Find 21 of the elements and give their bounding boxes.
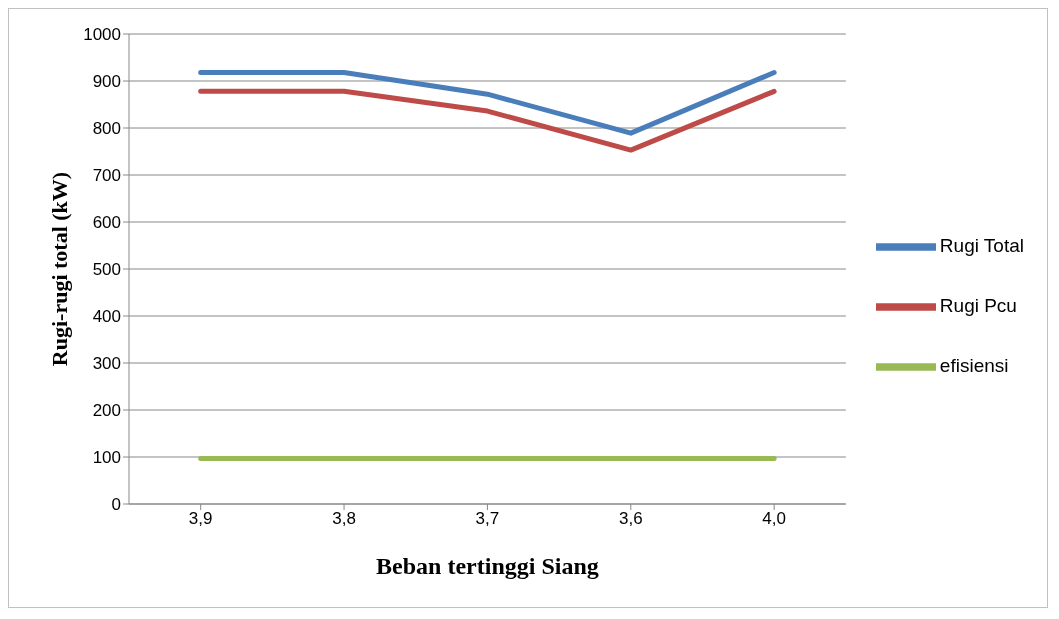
x-tick-label: 3,6 [618,509,643,529]
y-tick-label: 600 [92,213,121,233]
y-tick-label: 200 [92,401,121,421]
x-tick-label: 4,0 [762,509,786,529]
legend-label: efisiensi [939,354,1009,376]
y-tick-label: 900 [92,72,121,92]
y-tick-label: 0 [111,495,121,515]
y-tick-label: 800 [92,119,121,139]
y-axis-title: Rugi-rugi total (kW) [46,171,72,367]
y-tick-label: 300 [92,354,121,374]
y-tick-label: 1000 [83,25,121,45]
x-tick-label: 3,9 [188,509,213,529]
y-tick-label: 400 [92,307,121,327]
y-tick-label: 500 [92,260,121,280]
legend-label: Rugi Pcu [939,294,1017,316]
x-tick-label: 3,8 [332,509,356,529]
x-tick-label: 3,7 [475,509,500,529]
x-axis-title: Beban tertinggi Siang [376,553,599,579]
y-tick-label: 100 [92,448,121,468]
legend-label: Rugi Total [939,234,1024,256]
y-tick-label: 700 [92,166,121,186]
